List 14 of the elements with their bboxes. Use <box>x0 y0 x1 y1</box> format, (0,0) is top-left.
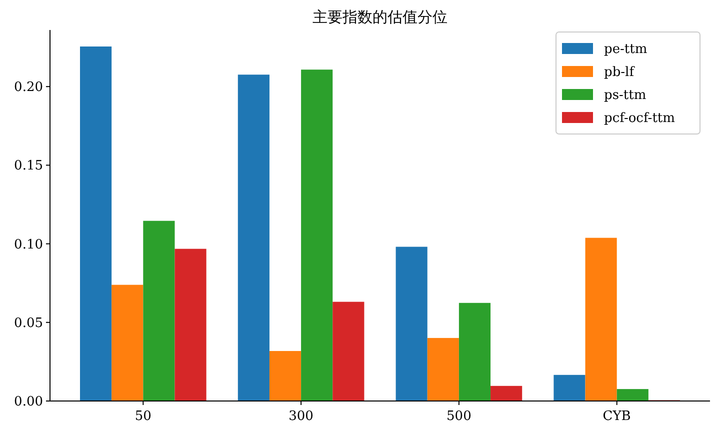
x-tick-label: 50 <box>134 409 152 424</box>
x-tick-label: CYB <box>602 409 631 424</box>
y-tick-label: 0.20 <box>14 80 43 96</box>
y-tick-label: 0.15 <box>14 158 43 174</box>
legend-label: pe-ttm <box>604 42 648 57</box>
legend-label: pb-lf <box>604 65 636 80</box>
legend-label: ps-ttm <box>604 88 646 103</box>
x-tick-label: 300 <box>288 409 314 424</box>
y-tick-label: 0.00 <box>14 394 43 410</box>
y-tick-label: 0.05 <box>14 316 43 331</box>
y-tick-label: 0.10 <box>14 237 43 252</box>
x-tick-label: 500 <box>446 409 472 424</box>
chart-title: 主要指数的估值分位 <box>312 8 448 26</box>
legend-label: pcf-ocf-ttm <box>604 111 675 126</box>
